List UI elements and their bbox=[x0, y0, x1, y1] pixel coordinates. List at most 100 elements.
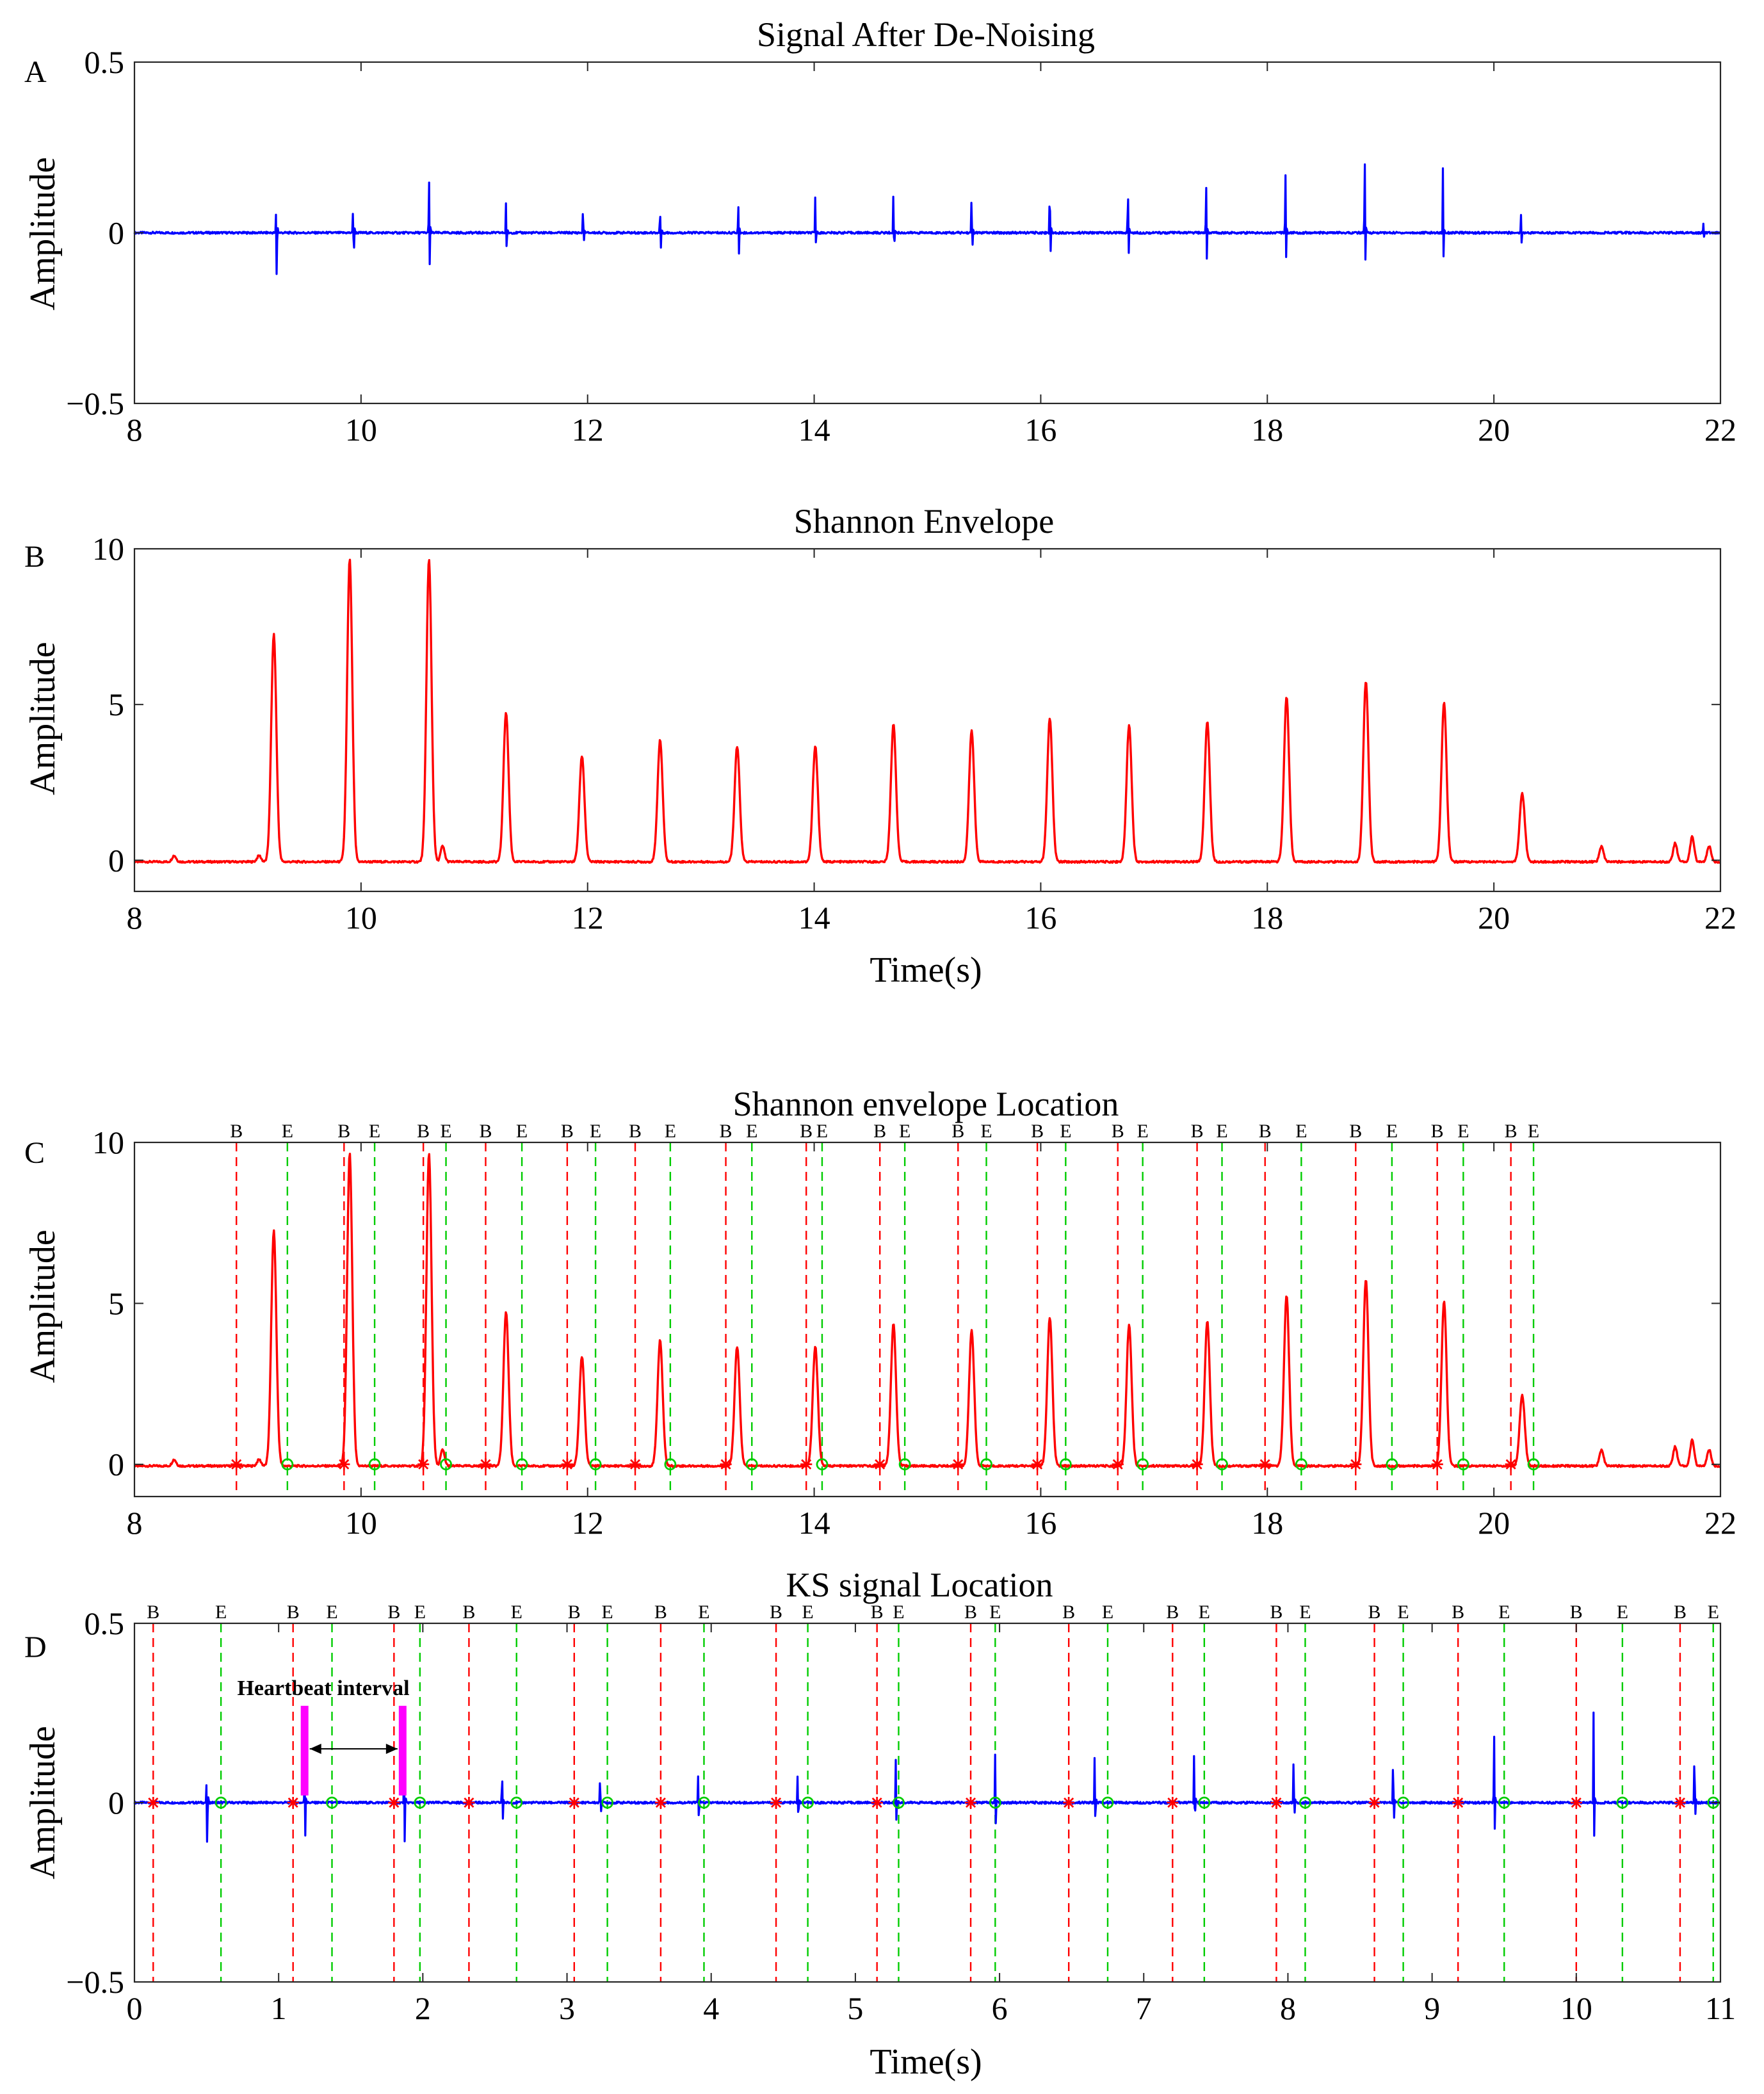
end-circle-marker-top bbox=[414, 1796, 426, 1809]
star-stroke bbox=[287, 1798, 298, 1808]
end-marker-label: E bbox=[1137, 1121, 1149, 1142]
end-marker-label: E bbox=[1498, 1602, 1510, 1623]
y-tick-label: −0.5 bbox=[66, 1964, 124, 2000]
panel-letter-b: B bbox=[24, 540, 45, 574]
x-tick-label: 10 bbox=[1560, 1990, 1592, 2026]
begin-marker-label: B bbox=[1674, 1602, 1687, 1623]
x-tick-label: 11 bbox=[1705, 1990, 1736, 2026]
star-stroke bbox=[630, 1459, 640, 1470]
x-tick-label: 20 bbox=[1478, 900, 1510, 936]
x-tick-label: 22 bbox=[1704, 1505, 1736, 1541]
end-marker-label: E bbox=[816, 1121, 828, 1142]
begin-marker-label: B bbox=[1431, 1121, 1444, 1142]
x-tick-label: 16 bbox=[1024, 412, 1056, 448]
star-stroke bbox=[875, 1459, 886, 1470]
begin-marker-label: B bbox=[770, 1602, 782, 1623]
end-marker-label: E bbox=[802, 1602, 813, 1623]
end-marker-label: E bbox=[1295, 1121, 1307, 1142]
begin-star-marker-top bbox=[1259, 1458, 1271, 1470]
x-tick-label: 16 bbox=[1024, 900, 1056, 936]
begin-marker-label: B bbox=[1191, 1121, 1204, 1142]
ks-signal-line bbox=[133, 1711, 1722, 1843]
begin-star-marker-top bbox=[417, 1458, 430, 1470]
end-circle-marker-top bbox=[214, 1796, 227, 1809]
star-stroke bbox=[966, 1798, 976, 1808]
end-circle-marker-top bbox=[989, 1796, 1001, 1809]
end-marker-label: E bbox=[601, 1602, 613, 1623]
begin-star-marker-top bbox=[1350, 1458, 1362, 1470]
begin-marker-label: B bbox=[561, 1121, 574, 1142]
star-stroke bbox=[1571, 1798, 1582, 1808]
begin-star-marker-top bbox=[1063, 1797, 1075, 1808]
end-marker-label: E bbox=[215, 1602, 227, 1623]
begin-star-marker-top bbox=[388, 1797, 400, 1808]
interval-bar-end bbox=[398, 1705, 407, 1796]
star-stroke bbox=[1064, 1798, 1074, 1808]
begin-marker-label: B bbox=[1349, 1121, 1362, 1142]
end-marker-label: E bbox=[1199, 1602, 1210, 1623]
begin-marker-label: B bbox=[479, 1121, 492, 1142]
y-tick-label: 0 bbox=[108, 1447, 124, 1482]
end-circle-marker-top bbox=[1299, 1796, 1311, 1809]
begin-marker-label: B bbox=[147, 1602, 159, 1623]
star-stroke bbox=[148, 1798, 159, 1808]
end-circle-marker-top bbox=[281, 1458, 294, 1471]
star-stroke bbox=[871, 1798, 882, 1808]
begin-marker-label: B bbox=[800, 1121, 813, 1142]
x-tick-label: 10 bbox=[345, 1505, 377, 1541]
begin-star-marker-top bbox=[800, 1458, 813, 1470]
end-circle-marker-top bbox=[1397, 1796, 1409, 1809]
star-stroke bbox=[1032, 1459, 1043, 1470]
end-circle-marker-top bbox=[1386, 1458, 1398, 1471]
star-stroke bbox=[389, 1798, 400, 1808]
end-circle-marker-top bbox=[368, 1458, 381, 1471]
panel-a-title: Signal After De-Noising bbox=[757, 15, 1095, 54]
star-stroke bbox=[655, 1798, 666, 1808]
x-tick-label: 12 bbox=[572, 1505, 604, 1541]
x-tick-label: 14 bbox=[798, 1505, 830, 1541]
end-marker-label: E bbox=[746, 1121, 757, 1142]
y-tick-label: 0.5 bbox=[85, 44, 125, 80]
interval-bar-start bbox=[300, 1705, 309, 1796]
star-stroke bbox=[720, 1459, 731, 1470]
panel-d-ylabel: Amplitude bbox=[23, 1726, 63, 1879]
panel-b-title: Shannon Envelope bbox=[794, 502, 1054, 540]
begin-marker-label: B bbox=[871, 1602, 884, 1623]
begin-star-marker-top bbox=[1505, 1458, 1517, 1470]
begin-marker-label: B bbox=[1031, 1121, 1044, 1142]
star-stroke bbox=[464, 1798, 474, 1808]
x-tick-label: 8 bbox=[1280, 1990, 1296, 2026]
shannon-envelope-line bbox=[134, 1153, 1722, 1468]
x-tick-label: 18 bbox=[1251, 412, 1283, 448]
end-circle-marker-top bbox=[1101, 1796, 1114, 1809]
begin-marker-label: B bbox=[964, 1602, 977, 1623]
end-circle-marker-top bbox=[1498, 1796, 1510, 1809]
x-tick-label: 2 bbox=[415, 1990, 431, 2026]
end-marker-label: E bbox=[665, 1121, 676, 1142]
panel-a-ylabel: Amplitude bbox=[23, 157, 63, 311]
end-marker-label: E bbox=[1528, 1121, 1539, 1142]
end-circle-marker-top bbox=[816, 1458, 829, 1471]
denoised-signal-line bbox=[133, 163, 1722, 275]
begin-marker-label: B bbox=[568, 1602, 581, 1623]
begin-star-marker-top bbox=[338, 1458, 350, 1470]
begin-star-marker-top bbox=[720, 1458, 732, 1470]
x-tick-label: 9 bbox=[1424, 1990, 1440, 2026]
x-tick-label: 6 bbox=[992, 1990, 1008, 2026]
star-stroke bbox=[569, 1798, 579, 1808]
end-marker-label: E bbox=[1299, 1602, 1311, 1623]
end-marker-label: E bbox=[282, 1121, 293, 1142]
begin-marker-label: B bbox=[654, 1602, 667, 1623]
begin-star-marker-top bbox=[287, 1797, 299, 1808]
end-marker-label: E bbox=[980, 1121, 992, 1142]
panel-b-frame bbox=[133, 548, 1722, 893]
end-marker-label: E bbox=[899, 1121, 910, 1142]
panel-c-frame bbox=[133, 1141, 1722, 1498]
panel-letter-c: C bbox=[24, 1136, 45, 1170]
begin-marker-label: B bbox=[951, 1121, 964, 1142]
begin-marker-label: B bbox=[720, 1121, 732, 1142]
panel-d-title: KS signal Location bbox=[786, 1566, 1053, 1604]
x-tick-label: 4 bbox=[703, 1990, 719, 2026]
begin-marker-label: B bbox=[1259, 1121, 1272, 1142]
x-tick-label: 12 bbox=[572, 412, 604, 448]
